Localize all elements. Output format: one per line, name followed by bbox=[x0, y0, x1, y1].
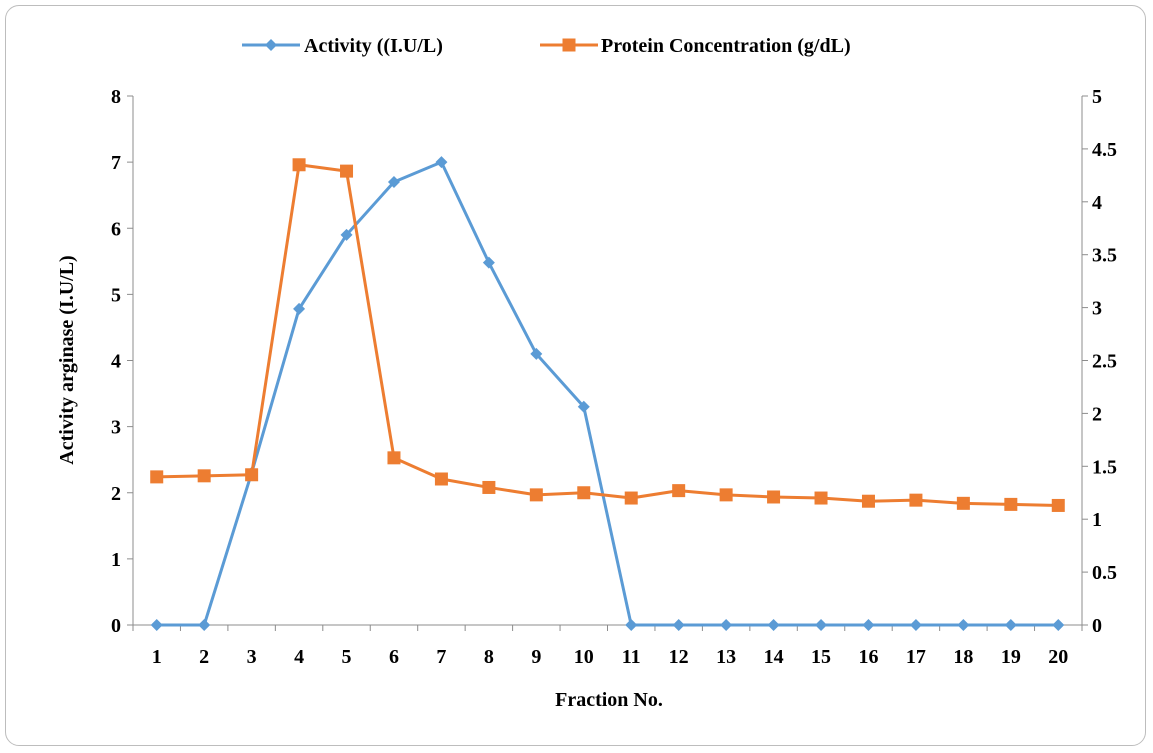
data-point-square bbox=[1004, 497, 1018, 511]
x-tick-label: 20 bbox=[1048, 646, 1068, 668]
y-right-tick-label: 3 bbox=[1092, 298, 1102, 320]
data-point-square bbox=[245, 468, 259, 482]
y-left-tick-label: 7 bbox=[111, 152, 121, 174]
y-axis-title: Activity arginase (I.U/L) bbox=[56, 255, 78, 464]
data-point-diamond bbox=[957, 619, 970, 631]
data-point-diamond bbox=[815, 619, 828, 631]
data-point-square bbox=[150, 470, 164, 484]
data-point-diamond bbox=[150, 619, 163, 631]
data-point-square bbox=[387, 451, 401, 465]
y-left-tick-label: 2 bbox=[111, 483, 121, 505]
data-point-diamond bbox=[293, 302, 306, 315]
y-right-tick-label: 4 bbox=[1092, 192, 1102, 214]
y-right-tick-label: 1.5 bbox=[1092, 456, 1117, 478]
x-tick-label: 17 bbox=[906, 646, 926, 668]
data-point-square bbox=[529, 488, 543, 502]
y-left-tick-label: 8 bbox=[111, 86, 121, 108]
x-tick-label: 2 bbox=[199, 646, 209, 668]
y-right-tick-label: 4.5 bbox=[1092, 139, 1117, 161]
x-tick-label: 8 bbox=[484, 646, 494, 668]
x-tick-label: 14 bbox=[764, 646, 784, 668]
legend-marker-diamond bbox=[265, 39, 277, 51]
x-tick-label: 7 bbox=[436, 646, 446, 668]
y-left-tick-label: 0 bbox=[111, 615, 121, 637]
x-tick-label: 1 bbox=[152, 646, 162, 668]
legend-label: Protein Concentration (g/dL) bbox=[601, 35, 851, 57]
x-tick-label: 11 bbox=[622, 646, 641, 668]
x-tick-label: 3 bbox=[247, 646, 257, 668]
legend-label: Activity ((I.U/L) bbox=[304, 35, 443, 57]
x-tick-label: 19 bbox=[1001, 646, 1021, 668]
data-point-square bbox=[482, 480, 496, 494]
data-point-square bbox=[767, 490, 781, 504]
x-tick-label: 16 bbox=[858, 646, 878, 668]
data-point-square bbox=[292, 158, 306, 172]
data-point-diamond bbox=[862, 619, 875, 631]
series-1 bbox=[150, 156, 1065, 631]
legend-item-2: Protein Concentration (g/dL) bbox=[540, 35, 851, 57]
data-point-diamond bbox=[340, 228, 353, 241]
x-tick-label: 10 bbox=[574, 646, 594, 668]
x-tick-label: 18 bbox=[953, 646, 973, 668]
data-point-diamond bbox=[625, 619, 638, 631]
y-left-tick-label: 3 bbox=[111, 417, 121, 439]
y-right-tick-label: 2 bbox=[1092, 403, 1102, 425]
legend-item-1: Activity ((I.U/L) bbox=[242, 35, 443, 57]
data-point-square bbox=[1051, 498, 1065, 512]
y-right-tick-label: 3.5 bbox=[1092, 245, 1117, 267]
data-point-diamond bbox=[720, 619, 733, 631]
y-right-tick-label: 0 bbox=[1092, 615, 1102, 637]
x-tick-label: 5 bbox=[342, 646, 352, 668]
y-left-tick-label: 6 bbox=[111, 218, 121, 240]
data-point-diamond bbox=[387, 175, 400, 188]
legend: Activity ((I.U/L) Protein Concentration (… bbox=[242, 35, 851, 57]
series-layer bbox=[150, 156, 1065, 631]
data-point-diamond bbox=[767, 619, 780, 631]
data-point-square bbox=[861, 494, 875, 508]
series-line bbox=[156, 160, 1059, 627]
data-point-diamond bbox=[672, 619, 685, 631]
chart-frame bbox=[5, 5, 1146, 746]
x-tick-label: 4 bbox=[294, 646, 304, 668]
data-point-diamond bbox=[1052, 619, 1065, 631]
y-left-tick-label: 4 bbox=[111, 351, 121, 373]
data-point-diamond bbox=[1004, 619, 1017, 631]
data-point-diamond bbox=[909, 619, 922, 631]
y-right-tick-label: 2.5 bbox=[1092, 351, 1117, 373]
data-point-square bbox=[197, 469, 211, 483]
y-right-tick-label: 1 bbox=[1092, 509, 1102, 531]
x-tick-label: 15 bbox=[811, 646, 831, 668]
data-point-diamond bbox=[435, 156, 448, 169]
data-point-diamond bbox=[577, 400, 590, 413]
data-point-square bbox=[814, 491, 828, 505]
data-point-square bbox=[624, 491, 638, 505]
series-2 bbox=[150, 158, 1065, 512]
x-axis-title: Fraction No. bbox=[555, 689, 663, 711]
data-point-square bbox=[719, 488, 733, 502]
x-tick-label: 6 bbox=[389, 646, 399, 668]
y-right-tick-label: 0.5 bbox=[1092, 562, 1117, 584]
x-tick-label: 12 bbox=[669, 646, 689, 668]
data-point-square bbox=[434, 472, 448, 486]
data-point-diamond bbox=[530, 347, 543, 360]
x-tick-label: 9 bbox=[531, 646, 541, 668]
x-tick-label: 13 bbox=[716, 646, 736, 668]
series-line bbox=[156, 163, 1059, 507]
y-left-tick-label: 5 bbox=[111, 284, 121, 306]
y-right-tick-label: 5 bbox=[1092, 86, 1102, 108]
data-point-square bbox=[909, 493, 923, 507]
legend-marker-square bbox=[562, 38, 576, 52]
y-left-tick-label: 1 bbox=[111, 549, 121, 571]
data-point-diamond bbox=[198, 619, 211, 631]
data-point-square bbox=[340, 164, 354, 178]
data-point-square bbox=[956, 496, 970, 510]
data-point-diamond bbox=[482, 256, 495, 269]
data-point-square bbox=[577, 486, 591, 500]
data-point-square bbox=[672, 484, 686, 498]
